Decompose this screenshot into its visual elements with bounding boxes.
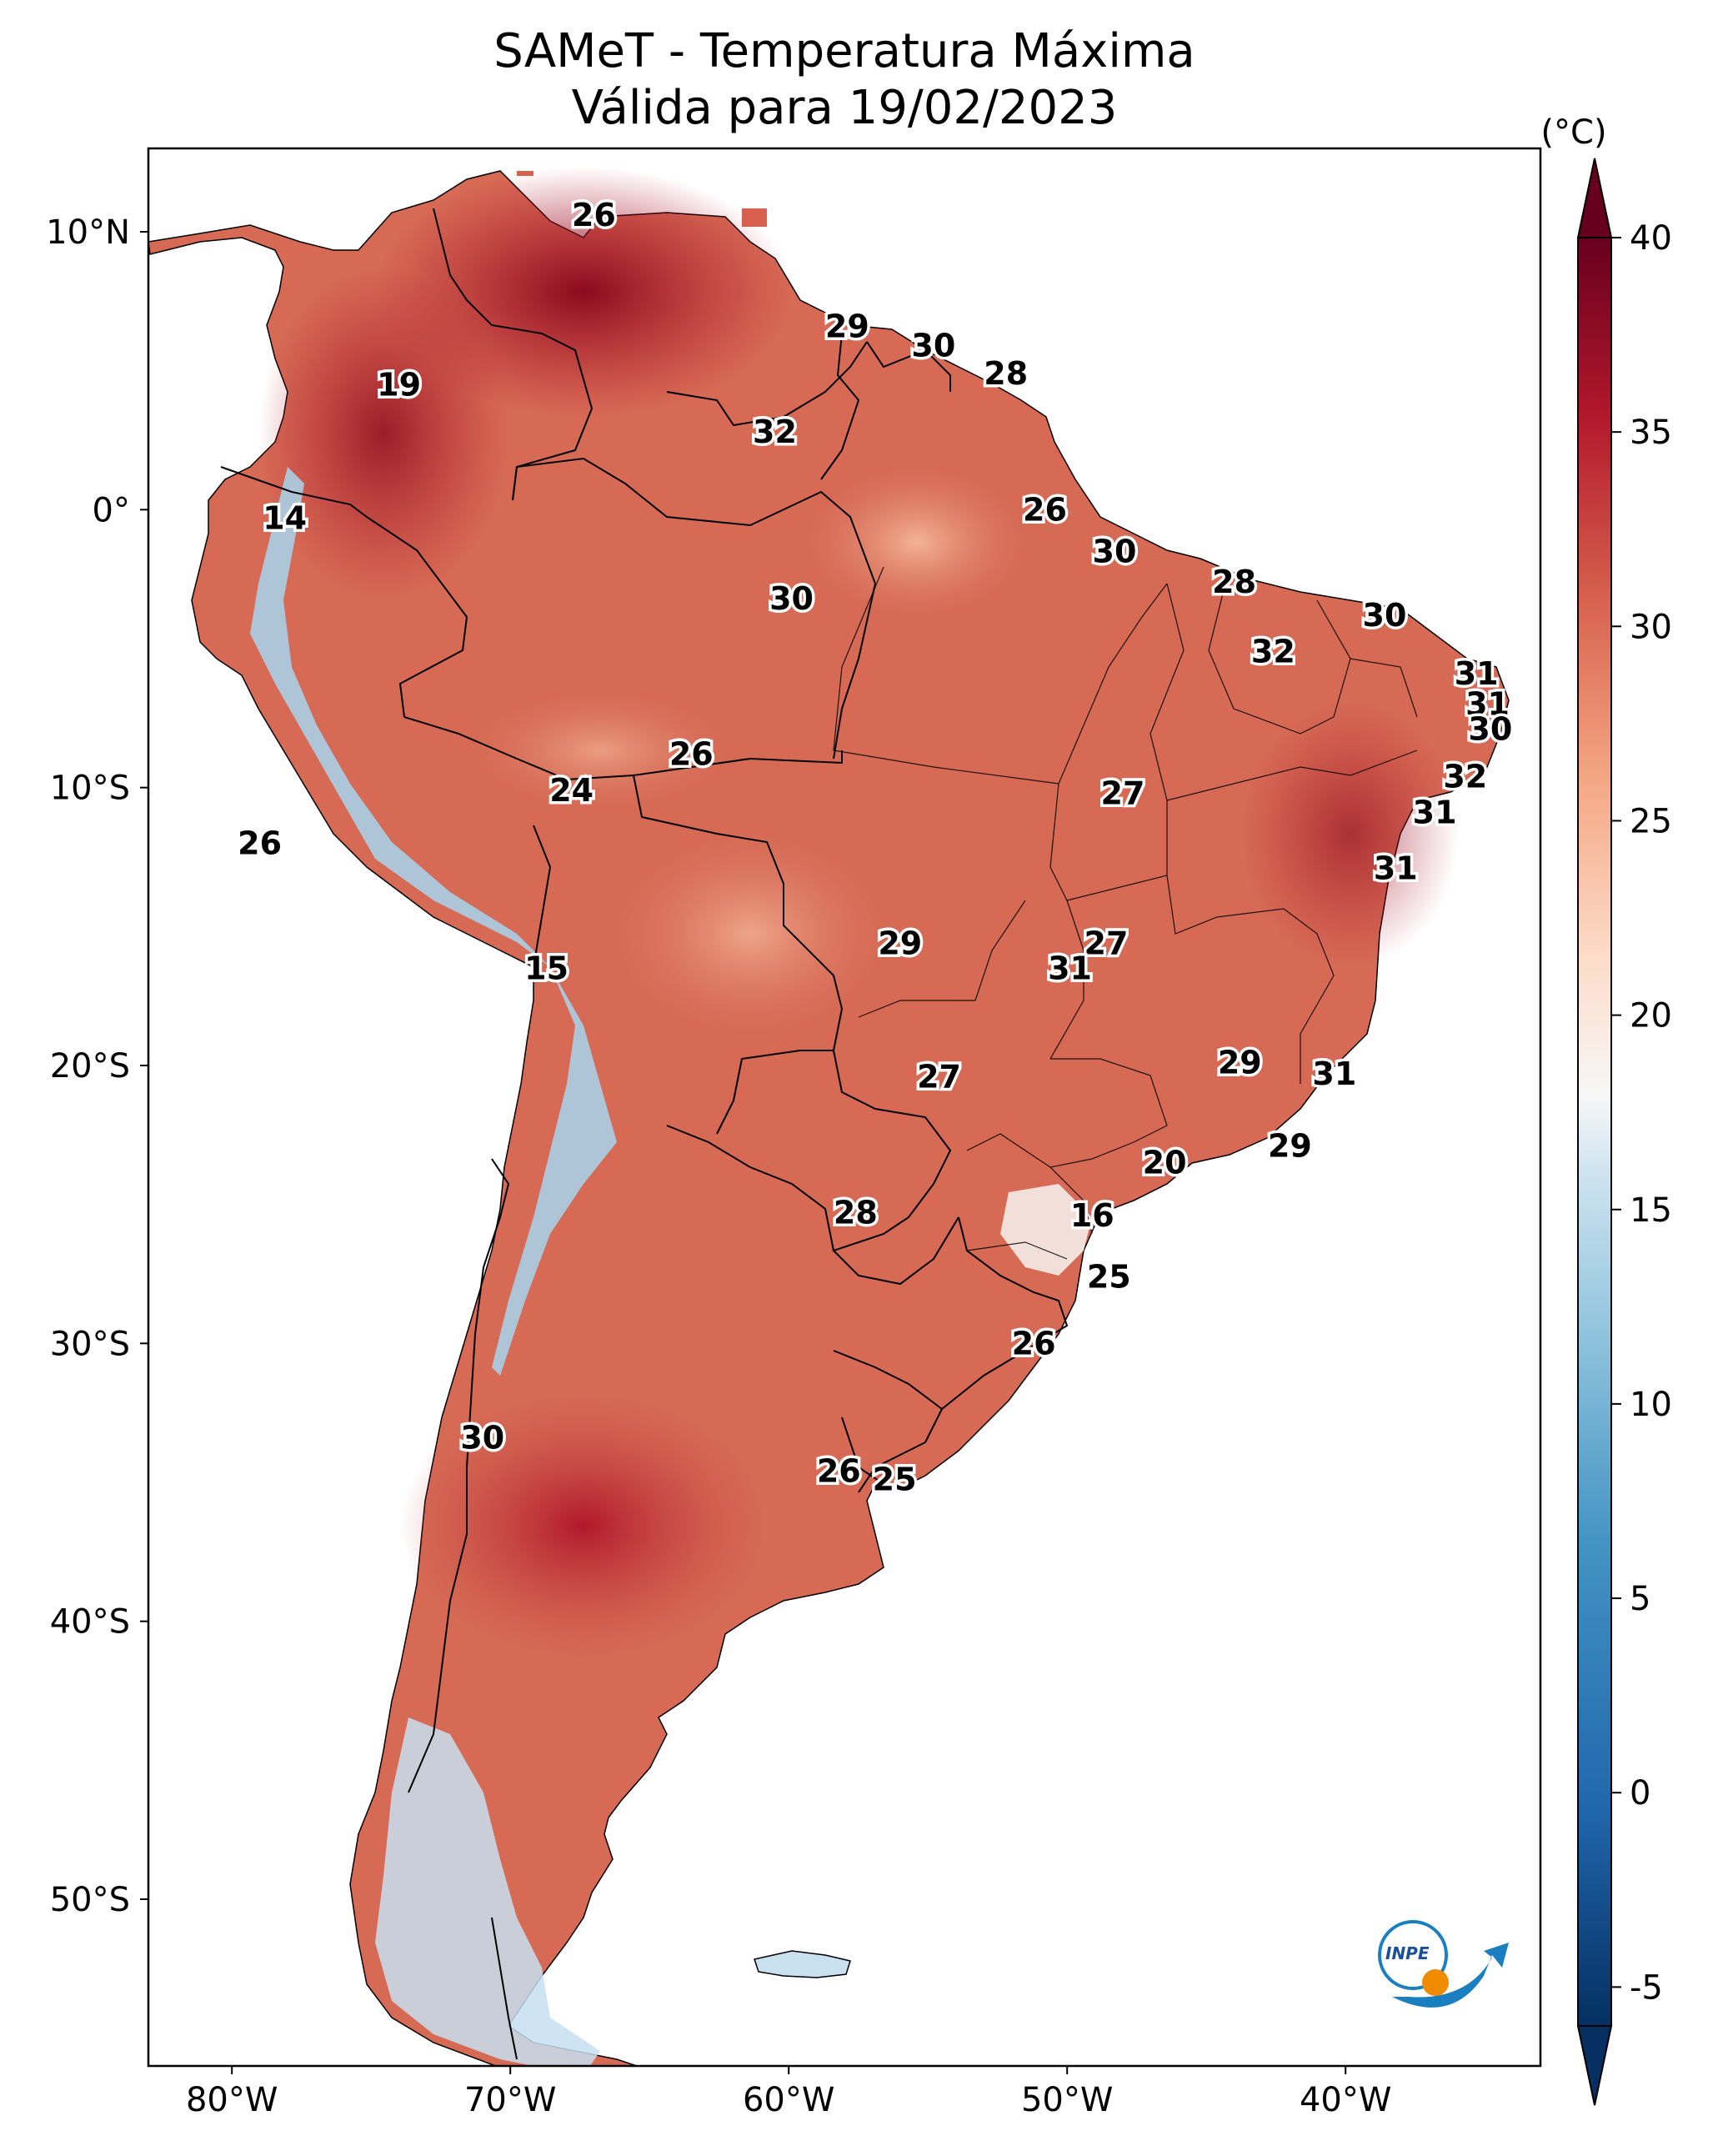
pale-zone-acre [475,692,725,809]
temperature-label: 29 [825,308,869,344]
logo-swoosh [1392,1943,1509,2008]
inpe-logo: INPE [1378,1920,1509,2008]
state-borders [833,566,1418,1260]
pale-zone-bolivia [617,834,884,1034]
lon-tick-label: 60°W [743,2081,834,2119]
temperature-label: 31 [1374,850,1418,886]
colorbar-tick-label: 0 [1630,1774,1650,1813]
hot-zone-colombia [258,267,508,600]
temperature-label: 32 [753,414,797,450]
temperature-label: 32 [1251,633,1295,669]
title-line-1: SAMeT - Temperatura Máxima [493,24,1195,78]
colorbar-tick-label: 20 [1630,997,1672,1035]
patagonia-cold [375,1717,600,2066]
country-borders [220,208,1069,2060]
map-area [148,167,1510,2066]
colorbar-top-extend [1576,158,1613,238]
colorbar-unit: (°C) [1540,113,1606,152]
lon-tick-label: 70°W [464,2081,556,2119]
lat-tick-label: 20°S [50,1047,130,1086]
colorbar: (°C) 40 35 30 25 20 15 10 5 0 -5 [1540,113,1672,2106]
temperature-label: 27 [1101,775,1145,811]
temperature-label: 25 [873,1462,917,1498]
island-trinidad [742,208,767,227]
temperature-label: 15 [524,950,568,986]
lon-tick-label: 40°W [1300,2081,1391,2119]
colorbar-tick-label: -5 [1630,1968,1663,2007]
map-frame [147,147,1542,2068]
colorbar-tick-label: 30 [1630,608,1672,646]
lon-tick-label: 50°W [1021,2081,1113,2119]
temperature-label: 26 [1012,1325,1056,1361]
pale-zone-amazon [809,467,1025,617]
temperature-label: 31 [1312,1055,1356,1092]
temperature-label: 26 [238,825,282,861]
temperature-label: 25 [1087,1258,1131,1295]
temperature-label: 27 [1084,925,1129,961]
lat-tick-label: 30°S [50,1325,130,1363]
temperature-label: 26 [572,197,616,233]
falkland-islands [754,1950,851,1978]
colorbar-tick-label: 15 [1630,1191,1672,1230]
temperature-label: 28 [984,355,1028,392]
logo-orange-dot [1422,1969,1449,1996]
temperature-label: 28 [834,1195,878,1231]
lat-tick-label: 10°N [46,213,130,252]
colorbar-ticks: 40 35 30 25 20 15 10 5 0 -5 [1611,219,1672,2007]
temperature-label: 31 [1455,655,1499,692]
lat-tick-label: 0° [93,491,130,529]
colorbar-tick-label: 40 [1630,219,1672,258]
hot-zone-argentina [400,1392,767,1659]
temperature-label: 30 [460,1420,504,1457]
temperature-label: 30 [1468,711,1512,748]
longitude-axis: 80°W 70°W 60°W 50°W 40°W [186,2066,1391,2119]
colorbar-bottom-extend [1576,2025,1613,2106]
temperature-label: 24 [549,772,594,809]
temperature-label: 30 [1363,597,1407,634]
colorbar-outline [1577,237,1612,2027]
colorbar-tick-label: 5 [1630,1580,1650,1618]
temperature-label: 27 [917,1058,961,1095]
colorbar-tick-label: 25 [1630,802,1672,840]
temperature-label: 26 [817,1453,861,1490]
temperature-label: 20 [1143,1145,1187,1181]
andes-cold-strip [250,467,617,1376]
colorbar-tick-label: 35 [1630,414,1672,452]
temperature-label: 28 [1212,564,1256,600]
temperature-label: 19 [377,366,421,403]
logo-ring [1378,1920,1448,1990]
lat-tick-label: 10°S [50,770,130,808]
temperature-label: 14 [263,499,307,536]
temperature-label: 29 [1268,1128,1312,1165]
temperature-label: 32 [1443,758,1487,795]
latitude-axis: 10°N 0° 10°S 20°S 30°S 40°S 50°S [46,213,148,1919]
temperature-label: 31 [1048,950,1092,986]
temperature-label: 29 [1218,1045,1262,1081]
temperature-label: 31 [1465,686,1510,723]
hot-zone-northeast [1242,700,1459,967]
colorbar-bar [1578,238,1611,2026]
temperature-label: 26 [669,736,714,773]
temperature-label: 26 [1023,491,1067,528]
lon-tick-label: 80°W [186,2081,278,2119]
map-title: SAMeT - Temperatura Máxima Válida para 1… [148,23,1540,137]
lat-tick-label: 50°S [50,1881,130,1919]
temperature-label: 31 [1413,795,1457,831]
lat-tick-label: 40°S [50,1603,130,1642]
colorbar-tick-label: 10 [1630,1386,1672,1424]
island-abc [517,171,533,176]
temperature-label: 30 [911,328,955,364]
temperature-label: 30 [1093,533,1137,569]
temperature-label: 30 [769,580,814,617]
temperature-label: 29 [878,925,922,961]
logo-text: INPE [1385,1943,1430,1963]
temperature-label: 16 [1070,1197,1114,1234]
south-brazil-cool [1000,1184,1092,1276]
title-line-2: Válida para 19/02/2023 [571,81,1118,135]
